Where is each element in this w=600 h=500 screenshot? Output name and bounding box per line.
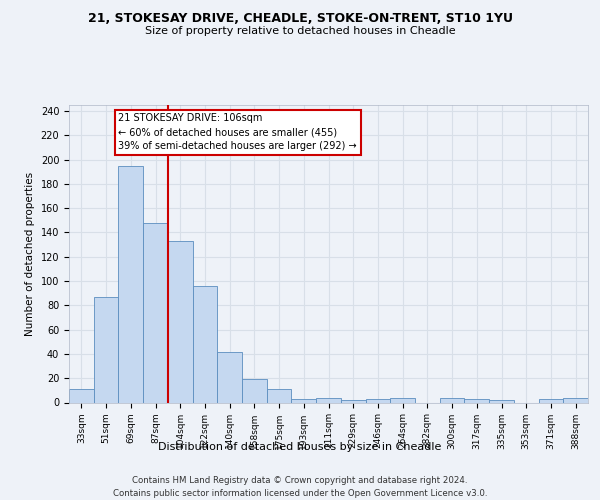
Text: 21, STOKESAY DRIVE, CHEADLE, STOKE-ON-TRENT, ST10 1YU: 21, STOKESAY DRIVE, CHEADLE, STOKE-ON-TR… xyxy=(88,12,512,26)
Bar xyxy=(118,166,143,402)
Bar xyxy=(292,399,316,402)
Bar xyxy=(563,398,588,402)
Bar xyxy=(316,398,341,402)
Bar xyxy=(464,399,489,402)
Bar xyxy=(94,297,118,403)
Bar xyxy=(440,398,464,402)
Bar xyxy=(168,241,193,402)
Text: 21 STOKESAY DRIVE: 106sqm
← 60% of detached houses are smaller (455)
39% of semi: 21 STOKESAY DRIVE: 106sqm ← 60% of detac… xyxy=(118,114,357,152)
Bar xyxy=(341,400,365,402)
Bar xyxy=(539,399,563,402)
Bar xyxy=(217,352,242,403)
Bar xyxy=(69,389,94,402)
Bar xyxy=(489,400,514,402)
Bar xyxy=(365,399,390,402)
Text: Contains public sector information licensed under the Open Government Licence v3: Contains public sector information licen… xyxy=(113,489,487,498)
Bar xyxy=(390,398,415,402)
Bar xyxy=(193,286,217,403)
Bar xyxy=(143,223,168,402)
Text: Distribution of detached houses by size in Cheadle: Distribution of detached houses by size … xyxy=(158,442,442,452)
Bar xyxy=(267,389,292,402)
Text: Size of property relative to detached houses in Cheadle: Size of property relative to detached ho… xyxy=(145,26,455,36)
Text: Contains HM Land Registry data © Crown copyright and database right 2024.: Contains HM Land Registry data © Crown c… xyxy=(132,476,468,485)
Bar xyxy=(242,380,267,402)
Y-axis label: Number of detached properties: Number of detached properties xyxy=(25,172,35,336)
